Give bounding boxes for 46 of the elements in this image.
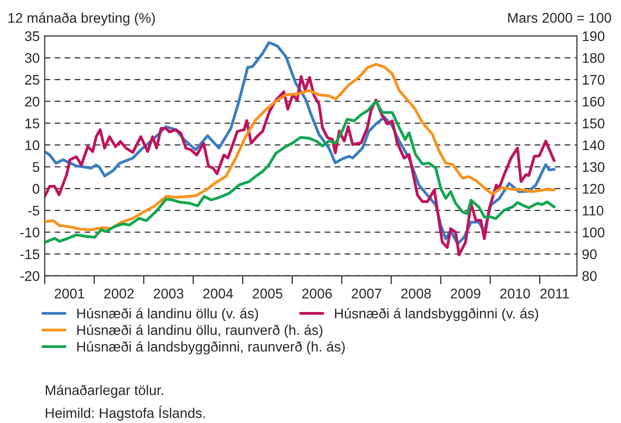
- legend-label: Húsnæði á landinu öllu (v. ás): [77, 308, 258, 322]
- y-tick-label: 0: [32, 184, 40, 194]
- y2-tick-label: 160: [582, 96, 604, 107]
- y-tick-label: 15: [25, 118, 40, 128]
- y2-tick-label: 80: [582, 271, 597, 281]
- y2-tick-label: 170: [582, 74, 604, 85]
- y-tick-label: 30: [24, 53, 40, 63]
- legend-label: Húsnæði á landsbyggðinni (v. ás): [335, 308, 538, 322]
- y-tick-label: -10: [20, 228, 40, 238]
- y-tick-label: 35: [24, 31, 40, 42]
- x-tick-label: 2002: [104, 288, 134, 298]
- y2-axis-title: Mars 2000 = 100: [508, 12, 612, 23]
- y-tick-label: -20: [20, 271, 40, 281]
- x-tick-label: 2006: [302, 288, 332, 298]
- line-series: [44, 62, 556, 232]
- legend-label: Húsnæði á landsbyggðinni, raunverð (h. ás): [77, 341, 345, 354]
- text: Heimild: Hagstofa Íslands.: [46, 406, 205, 421]
- text: Mánaðarlegar tölur.: [46, 384, 164, 398]
- y2-tick-label: 190: [582, 31, 604, 42]
- x-tick-label: 2009: [450, 288, 480, 298]
- y2-tick-label: 180: [582, 53, 604, 63]
- y2-tick-label: 90: [582, 249, 597, 260]
- x-tick-label: 2005: [252, 288, 282, 298]
- y2-tick-label: 150: [582, 118, 604, 128]
- y2-tick-label: 140: [582, 140, 604, 150]
- y-tick-label: 25: [25, 74, 40, 85]
- y2-tick-label: 130: [582, 162, 604, 172]
- x-tick-label: 2004: [203, 288, 234, 298]
- x-tick-label: 2011: [540, 288, 569, 298]
- y-tick-label: -5: [28, 206, 40, 216]
- y-tick-label: 20: [25, 96, 40, 107]
- x-tick-label: 2003: [154, 288, 184, 298]
- y2-tick-label: 110: [582, 206, 604, 216]
- line-series: [44, 75, 556, 256]
- y-tick-label: 10: [25, 140, 40, 150]
- y-axis-title: 12 mánaða breyting (%): [8, 12, 155, 26]
- y2-tick-label: 100: [582, 228, 604, 238]
- y-tick-label: -15: [20, 249, 40, 260]
- legend-label: Húsnæði á landinu öllu, raunverð (h. ás): [77, 324, 322, 338]
- x-tick-label: 2008: [401, 288, 431, 298]
- y-tick-label: 5: [32, 162, 40, 172]
- y2-tick-label: 120: [582, 184, 604, 194]
- x-tick-label: 2007: [352, 288, 382, 298]
- line-series: [44, 100, 556, 244]
- x-tick-label: 2001: [54, 288, 84, 298]
- x-tick-label: 2010: [500, 288, 530, 298]
